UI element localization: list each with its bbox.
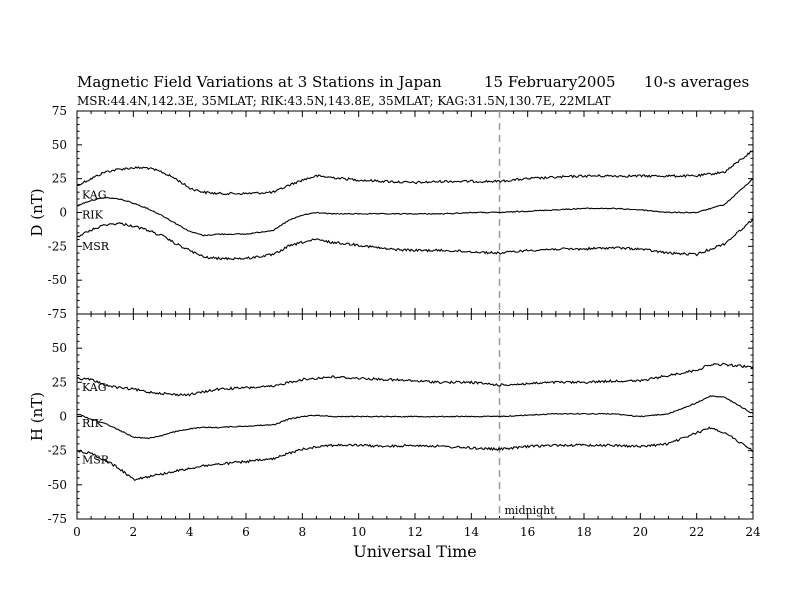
series-line-msr: [76, 217, 754, 261]
y-tick-label: -50: [48, 273, 67, 287]
station-coordinates: MSR:44.4N,142.3E, 35MLAT; RIK:43.5N,143.…: [77, 94, 611, 108]
series-line-msr: [76, 426, 754, 481]
series-line-rik: [76, 395, 754, 440]
series-line-kag: [76, 362, 754, 397]
series-label-kag: KAG: [82, 381, 107, 394]
series-line-rik: [76, 178, 754, 237]
y-tick-label: -25: [48, 444, 67, 458]
x-tick-label: 18: [576, 525, 591, 539]
y-tick-label: -25: [48, 239, 67, 253]
y-tick-label: -75: [48, 512, 67, 526]
y-tick-label: 0: [59, 410, 67, 424]
series-label-msr: MSR: [82, 240, 110, 253]
y-tick-label: 0: [59, 206, 67, 220]
x-tick-label: 8: [299, 525, 307, 539]
y-tick-label: 50: [52, 341, 67, 355]
x-tick-label: 4: [186, 525, 194, 539]
y-axis-label: H (nT): [28, 392, 46, 441]
series-label-kag: KAG: [82, 188, 107, 201]
x-tick-label: 10: [351, 525, 366, 539]
x-tick-label: 22: [689, 525, 704, 539]
x-tick-label: 2: [130, 525, 138, 539]
panel-frame: [76, 110, 754, 315]
x-tick-label: 6: [242, 525, 250, 539]
chart-title: Magnetic Field Variations at 3 Stations …: [77, 73, 442, 91]
y-tick-label: 25: [52, 375, 67, 389]
y-tick-label: -50: [48, 478, 67, 492]
y-axis-label: D (nT): [28, 188, 46, 236]
y-tick-label: 50: [52, 138, 67, 152]
series-line-kag: [76, 150, 754, 196]
y-tick-label: 75: [52, 104, 67, 118]
x-tick-label: 24: [745, 525, 761, 539]
series-label-rik: RIK: [82, 417, 104, 430]
x-tick-label: 0: [73, 525, 81, 539]
midnight-annotation: midnight: [505, 504, 556, 517]
x-tick-label: 14: [464, 525, 480, 539]
x-tick-label: 16: [520, 525, 535, 539]
chart-averaging: 10-s averages: [644, 73, 750, 91]
x-axis-label: Universal Time: [353, 542, 476, 561]
x-tick-label: 12: [407, 525, 422, 539]
series-label-msr: MSR: [82, 454, 110, 467]
x-tick-label: 20: [633, 525, 648, 539]
chart-date: 15 February2005: [484, 73, 616, 91]
series-label-rik: RIK: [82, 209, 104, 222]
y-tick-label: 25: [52, 172, 67, 186]
y-tick-label: -75: [48, 307, 67, 321]
